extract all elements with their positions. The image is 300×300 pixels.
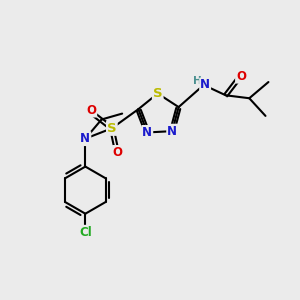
Text: N: N xyxy=(200,79,210,92)
Text: S: S xyxy=(107,122,117,135)
Text: S: S xyxy=(153,87,163,100)
Text: O: O xyxy=(236,70,246,83)
Text: Cl: Cl xyxy=(79,226,92,239)
Text: O: O xyxy=(86,103,96,117)
Text: O: O xyxy=(113,146,123,159)
Text: N: N xyxy=(142,126,152,139)
Text: N: N xyxy=(167,124,177,138)
Text: H: H xyxy=(193,76,202,86)
Text: N: N xyxy=(80,132,90,145)
